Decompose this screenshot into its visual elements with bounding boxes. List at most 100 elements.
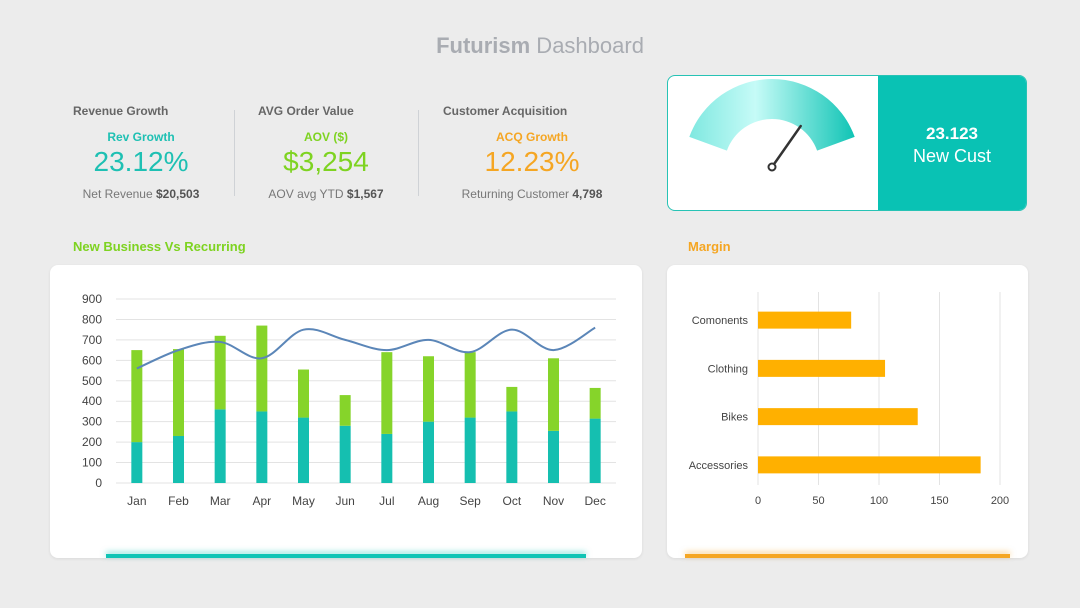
x-tick-label: May — [292, 494, 315, 508]
margin-bar — [758, 311, 852, 329]
bar-segment-top — [548, 358, 559, 431]
y-tick-label: 500 — [82, 374, 102, 388]
new-cust-panel: 23.123 New Cust — [878, 76, 1026, 210]
kpi-divider — [234, 110, 235, 196]
new-cust-value: 23.123 — [926, 124, 978, 143]
x-tick-label: Sep — [459, 494, 481, 508]
kpi-value: 23.12% — [93, 146, 189, 177]
x-tick-label: 0 — [755, 495, 761, 507]
margin-bar — [758, 408, 918, 426]
kpi-foot: Net Revenue $20,503 — [73, 187, 209, 201]
stacked-bar-chart: 0 100 200 300 400 500 600 700 800 900 Jan Feb Mar Apr… — [82, 292, 616, 508]
kpi-heading: Revenue Growth — [73, 104, 169, 118]
bar-segment-bottom — [214, 409, 226, 483]
kpi-foot-text: Returning Customer — [461, 187, 573, 201]
kpi-foot-value: 4,798 — [572, 187, 603, 201]
x-tick-label: Nov — [543, 494, 564, 508]
bar-segment-bottom — [548, 430, 559, 483]
bar-segment-bottom — [423, 421, 434, 483]
bar-segment-top — [256, 325, 268, 412]
card-accent-bar — [685, 554, 1010, 558]
section-title-margin: Margin — [688, 239, 731, 254]
kpi-value: 12.23% — [484, 146, 580, 177]
new-cust-label: New Cust — [912, 146, 992, 166]
bar-segment-bottom — [131, 442, 143, 483]
gauge-needle — [770, 124, 802, 169]
kpi-sub: ACQ Growth — [496, 130, 568, 144]
bar-segment-bottom — [339, 425, 351, 483]
y-tick-label: 300 — [82, 415, 102, 429]
bar-segment-bottom — [464, 417, 476, 483]
kpi-divider — [418, 110, 419, 196]
gauge-card: 23.123 New Cust — [667, 75, 1027, 211]
stacked-chart-card: 0 100 200 300 400 500 600 700 800 900 Jan Feb Mar Apr… — [50, 265, 642, 558]
trend-line — [136, 326, 596, 370]
kpi-sub: AOV ($) — [303, 130, 348, 144]
kpi-foot-text: Net Revenue — [82, 187, 156, 201]
y-tick-label: 400 — [82, 394, 102, 408]
margin-bar — [758, 359, 886, 377]
bar-segment-bottom — [381, 433, 393, 483]
bar-segment-bottom — [506, 411, 518, 483]
margin-bar — [758, 456, 981, 474]
kpi-customer-acquisition: Customer Acquisition ACQ Growth 12.23% R… — [443, 104, 619, 201]
x-tick-label: Mar — [210, 494, 231, 508]
title-rest: Dashboard — [530, 33, 644, 58]
y-tick-label: 800 — [82, 312, 102, 326]
y-tick-label: 100 — [82, 456, 102, 470]
bar-segment-bottom — [173, 435, 184, 483]
section-title-new-vs-recurring: New Business Vs Recurring — [73, 239, 246, 254]
gauge-hub — [767, 162, 777, 172]
bar-segment-bottom — [298, 417, 309, 483]
y-tick-label: Bikes — [721, 412, 748, 424]
x-tick-label: Jun — [335, 494, 354, 508]
kpi-heading: AVG Order Value — [258, 104, 354, 118]
kpi-foot: AOV avg YTD $1,567 — [258, 187, 394, 201]
kpi-revenue-growth: Revenue Growth Rev Growth 23.12% Net Rev… — [73, 104, 249, 201]
y-tick-label: 600 — [82, 353, 102, 367]
bar-segment-top — [464, 352, 476, 418]
y-tick-label: 0 — [95, 476, 102, 490]
horizontal-bar-chart: 0 50 100 150 200 Comonents Clothing Bikes Access… — [689, 292, 1009, 507]
bar-segment-top — [214, 335, 226, 410]
y-tick-label: 200 — [82, 435, 102, 449]
gauge — [689, 79, 855, 172]
x-tick-label: Dec — [584, 494, 605, 508]
page-title: Futurism Dashboard — [0, 33, 1080, 59]
x-tick-label: 150 — [930, 495, 948, 507]
kpi-foot-value: $1,567 — [346, 187, 384, 201]
bar-segment-top — [589, 387, 601, 419]
x-tick-label: Jan — [127, 494, 146, 508]
kpi-sub: Rev Growth — [107, 130, 175, 144]
kpi-foot: Returning Customer 4,798 — [443, 187, 621, 201]
y-tick-label: Comonents — [692, 315, 749, 327]
x-tick-label: Oct — [502, 494, 521, 508]
y-tick-label: Accessories — [689, 460, 749, 472]
bar-segment-top — [173, 349, 184, 436]
bar-segment-top — [298, 369, 309, 418]
card-accent-bar — [106, 554, 586, 558]
bar-segment-top — [381, 352, 393, 434]
bar-segment-top — [339, 395, 351, 426]
y-tick-label: 900 — [82, 292, 102, 306]
x-tick-label: Aug — [418, 494, 439, 508]
y-tick-label: Clothing — [708, 363, 748, 375]
kpi-aov: AVG Order Value AOV ($) $3,254 AOV avg Y… — [258, 104, 434, 201]
x-tick-label: 100 — [870, 495, 888, 507]
kpi-foot-value: $20,503 — [156, 187, 200, 201]
bar-segment-top — [506, 386, 518, 412]
kpi-value: $3,254 — [283, 146, 369, 177]
x-tick-label: 50 — [812, 495, 824, 507]
margin-chart-card: 0 50 100 150 200 Comonents Clothing Bikes Access… — [667, 265, 1028, 558]
x-tick-label: Apr — [252, 494, 271, 508]
gauge-arc — [689, 79, 855, 151]
x-tick-label: Feb — [168, 494, 189, 508]
bar-segment-top — [131, 350, 143, 443]
bar-segment-top — [423, 356, 434, 422]
title-bold: Futurism — [436, 33, 531, 58]
x-tick-label: Jul — [379, 494, 394, 508]
kpi-foot-text: AOV avg YTD — [268, 187, 347, 201]
bar-segment-bottom — [256, 411, 268, 483]
y-tick-label: 700 — [82, 333, 102, 347]
x-tick-label: 200 — [991, 495, 1009, 507]
